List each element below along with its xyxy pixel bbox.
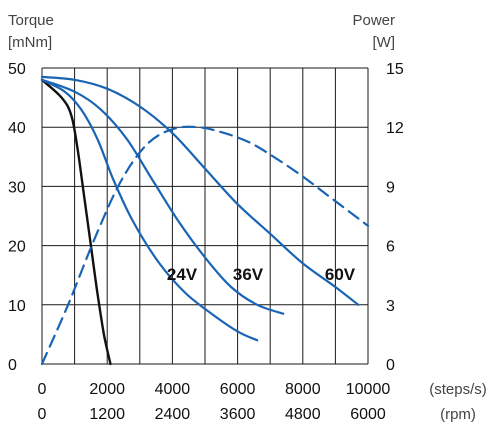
right-tick-label: 15 <box>386 61 404 78</box>
series-label-36v: 36V <box>233 265 264 284</box>
right-axis-title: Power <box>352 12 395 29</box>
left-tick-label: 40 <box>8 120 26 137</box>
right-tick-label: 6 <box>386 239 395 256</box>
series-labels: 24V 36V 60V <box>167 265 356 284</box>
x-axis-unit-steps: (steps/s) <box>429 381 487 398</box>
x-tick-labels-rpm: 0 1200 2400 3600 4800 6000 <box>38 406 386 423</box>
power-curve <box>40 125 370 366</box>
torque-curve-36v <box>40 78 285 315</box>
right-tick-label: 12 <box>386 120 404 137</box>
torque-curve-24v <box>40 78 259 342</box>
left-axis-title: Torque <box>8 12 54 29</box>
curves <box>40 75 370 366</box>
right-tick-label: 0 <box>386 357 395 374</box>
right-tick-labels: 0 3 6 9 12 15 <box>386 61 404 374</box>
series-label-60v: 60V <box>325 265 356 284</box>
left-axis-unit: [mNm] <box>8 34 52 51</box>
x-tick-label-steps: 2000 <box>89 381 125 398</box>
x-tick-label-rpm: 0 <box>38 406 47 423</box>
x-tick-label-rpm: 2400 <box>155 406 191 423</box>
left-tick-label: 10 <box>8 298 26 315</box>
left-tick-label: 50 <box>8 61 26 78</box>
x-tick-labels-steps: 0 2000 4000 6000 8000 10000 <box>38 381 391 398</box>
x-tick-label-steps: 4000 <box>155 381 191 398</box>
x-tick-label-rpm: 6000 <box>350 406 386 423</box>
series-label-24v: 24V <box>167 265 198 284</box>
right-tick-label: 3 <box>386 298 395 315</box>
torque-curve-black <box>40 78 112 366</box>
grid <box>41 67 369 365</box>
x-axis-unit-rpm: (rpm) <box>440 406 476 423</box>
x-tick-label-rpm: 1200 <box>89 406 125 423</box>
right-axis-unit: [W] <box>373 34 396 51</box>
x-tick-label-rpm: 3600 <box>220 406 256 423</box>
x-tick-label-steps: 8000 <box>285 381 321 398</box>
x-tick-label-rpm: 4800 <box>285 406 321 423</box>
x-tick-label-steps: 10000 <box>346 381 391 398</box>
x-tick-label-steps: 0 <box>38 381 47 398</box>
left-tick-label: 0 <box>8 357 17 374</box>
torque-curve-60v <box>40 75 360 306</box>
right-tick-label: 9 <box>386 179 395 196</box>
left-tick-labels: 0 10 20 30 40 50 <box>8 61 26 374</box>
left-tick-label: 20 <box>8 239 26 256</box>
left-tick-label: 30 <box>8 179 26 196</box>
x-tick-label-steps: 6000 <box>220 381 256 398</box>
